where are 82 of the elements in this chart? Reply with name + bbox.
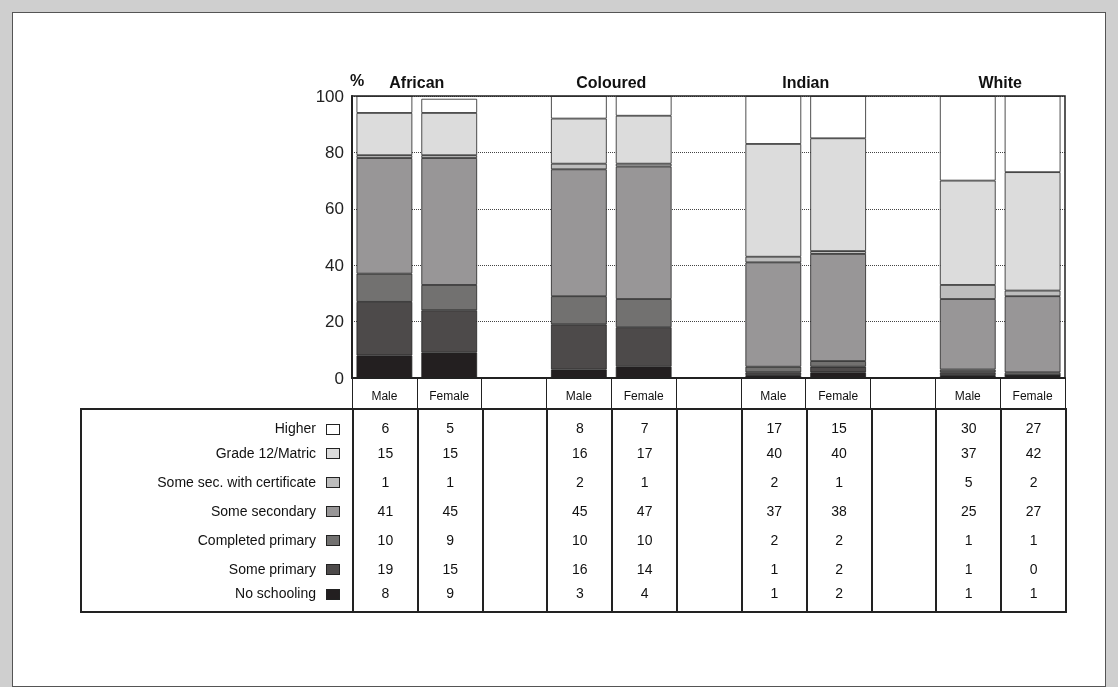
x-tick-label: Female [623, 389, 665, 403]
data-label: 15 [353, 438, 418, 467]
data-label: 15 [806, 409, 872, 438]
x-tick-label: Male [565, 389, 593, 403]
data-label: 37 [741, 496, 807, 525]
data-label: 9 [417, 525, 483, 554]
data-label: 1 [1001, 583, 1066, 612]
data-label: 1 [936, 583, 1002, 612]
data-label: 38 [806, 496, 872, 525]
data-label: 16 [547, 438, 613, 467]
data-label: 1 [741, 583, 807, 612]
data-label: 5 [417, 409, 483, 438]
data-label: 1 [1001, 525, 1066, 554]
data-label: 1 [936, 554, 1002, 583]
text: White [978, 73, 1023, 91]
y-tick-label: 20 [325, 312, 344, 332]
x-tick-label: Female [429, 389, 470, 403]
data-label: 37 [936, 438, 1002, 467]
y-tick-label: 40 [325, 255, 344, 275]
x-tick-label: Male [954, 389, 982, 403]
data-label: 1 [806, 467, 872, 496]
data-label: 1 [612, 467, 678, 496]
text: Indian [782, 73, 830, 91]
legend-label: Some sec. with certificate [156, 472, 317, 492]
x-tick-label: Male [760, 389, 787, 403]
data-label: 30 [936, 409, 1002, 438]
text: Coloured [576, 73, 647, 91]
data-label: 25 [936, 496, 1002, 525]
data-label: 15 [417, 554, 483, 583]
data-label: 2 [1001, 467, 1066, 496]
data-label: 47 [612, 496, 678, 525]
y-tick-label: 100 [315, 86, 344, 106]
data-label: 41 [353, 496, 418, 525]
data-label: 17 [612, 438, 678, 467]
data-label: 2 [741, 467, 807, 496]
data-label: 2 [547, 467, 613, 496]
data-label: 16 [547, 554, 613, 583]
legend-label: Higher [273, 419, 317, 438]
y-tick-label: 0 [334, 368, 344, 388]
y-tick-label: 60 [325, 199, 344, 219]
data-label: 3 [547, 583, 613, 612]
data-label: 2 [741, 525, 807, 554]
data-label: 5 [936, 467, 1002, 496]
data-label: 0 [1001, 554, 1066, 583]
y-tick-label: 80 [325, 142, 344, 162]
data-label: 4 [612, 583, 678, 612]
x-tick-label: Female [1012, 389, 1053, 403]
data-label: 45 [417, 496, 483, 525]
data-label: 1 [353, 467, 418, 496]
data-label: 7 [612, 409, 678, 438]
data-label: 2 [806, 583, 872, 612]
data-label: 10 [353, 525, 418, 554]
data-label: 27 [1001, 409, 1066, 438]
data-label: 8 [353, 583, 418, 612]
legend-label: Completed primary [196, 530, 317, 550]
data-label: 1 [936, 525, 1002, 554]
text: African [389, 73, 445, 91]
data-label: 27 [1001, 496, 1066, 525]
data-label: 9 [417, 583, 483, 612]
legend-label: Some secondary [209, 501, 317, 521]
data-label: 1 [417, 467, 483, 496]
y-axis-title: % [350, 71, 365, 89]
legend-label: Some primary [227, 559, 317, 579]
data-label: 10 [612, 525, 678, 554]
data-label: 40 [806, 438, 872, 467]
data-label: 1 [741, 554, 807, 583]
x-tick-label: Female [818, 389, 859, 403]
legend-label: Grade 12/Matric [214, 443, 317, 463]
data-label: 2 [806, 525, 872, 554]
x-tick-label: Male [371, 389, 398, 403]
data-label: 6 [353, 409, 418, 438]
data-label: 42 [1001, 438, 1066, 467]
data-label: 17 [741, 409, 807, 438]
data-label: 2 [806, 554, 872, 583]
data-label: 14 [612, 554, 678, 583]
data-label: 40 [741, 438, 807, 467]
data-label: 45 [547, 496, 613, 525]
legend-label: No schooling [234, 584, 317, 603]
data-label: 8 [547, 409, 613, 438]
data-label: 19 [353, 554, 418, 583]
data-label: 15 [417, 438, 483, 467]
data-label: 10 [547, 525, 613, 554]
